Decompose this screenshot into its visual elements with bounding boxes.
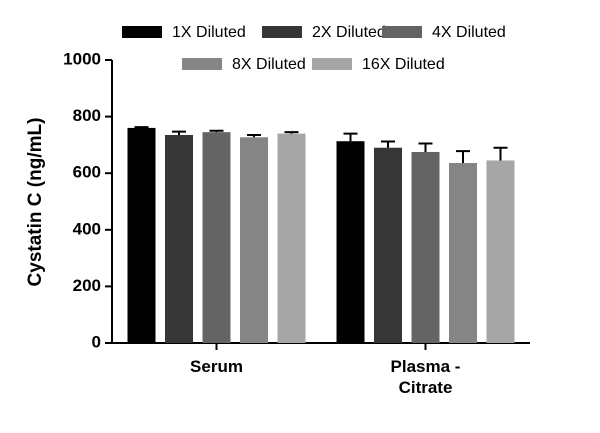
x-tick-label: Serum — [190, 357, 243, 376]
y-tick-label: 0 — [92, 332, 101, 351]
error-bar — [381, 140, 395, 148]
error-bar — [247, 133, 261, 138]
y-tick-label: 200 — [73, 276, 101, 295]
error-bar — [493, 146, 508, 161]
legend-swatch — [122, 26, 162, 38]
bar — [411, 151, 440, 343]
bar — [202, 132, 231, 343]
error-bar — [209, 129, 224, 133]
bar — [449, 163, 477, 343]
bar — [165, 134, 193, 343]
legend-label: 16X Diluted — [362, 56, 445, 73]
bar — [336, 141, 365, 343]
legend-swatch — [262, 26, 302, 38]
legend-label: 8X Diluted — [232, 56, 306, 73]
y-tick-label: 400 — [73, 219, 101, 238]
y-tick-label: 800 — [73, 106, 101, 125]
y-axis-label: Cystatin C (ng/mL) — [25, 118, 46, 287]
bar — [240, 137, 268, 343]
bar — [486, 160, 515, 343]
error-bar — [343, 132, 358, 142]
error-bar — [418, 142, 433, 152]
bar — [277, 133, 306, 343]
error-bar — [284, 131, 299, 134]
bar — [127, 127, 156, 343]
legend-label: 1X Diluted — [172, 24, 246, 41]
x-tick-label: Plasma - Citrate — [390, 357, 461, 397]
error-bar — [456, 150, 470, 164]
legend-label: 4X Diluted — [432, 24, 506, 41]
bar — [374, 147, 402, 343]
legend-label: 2X Diluted — [312, 24, 386, 41]
legend-swatch — [382, 26, 422, 38]
legend-swatch — [182, 58, 222, 70]
legend-swatch — [312, 58, 352, 70]
error-bar — [134, 126, 149, 129]
error-bar — [172, 130, 186, 135]
y-tick-label: 1000 — [63, 49, 101, 68]
y-tick-label: 600 — [73, 163, 101, 182]
